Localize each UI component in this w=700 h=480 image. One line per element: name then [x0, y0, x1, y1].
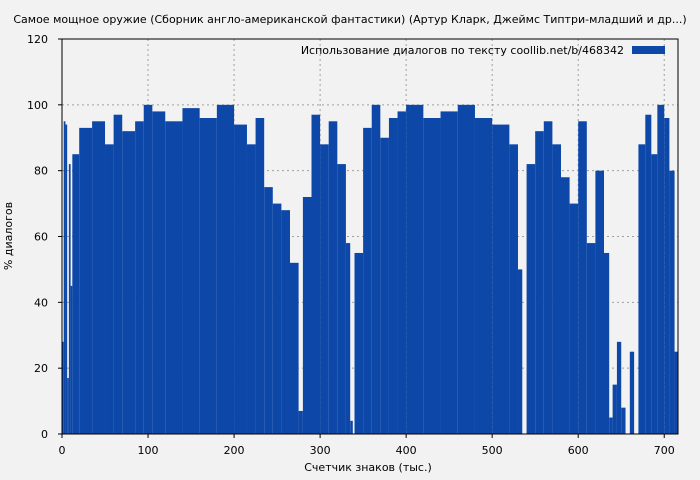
y-tick-label: 120	[27, 33, 48, 46]
data-bar	[328, 121, 338, 435]
x-tick-label: 200	[224, 444, 245, 457]
axis-ticks: 0 20 40 60 80 100 120 0 100 200 300 400 500 600 700	[27, 33, 675, 457]
y-tick-label: 20	[34, 362, 48, 375]
data-bar	[255, 118, 265, 434]
data-bar	[423, 118, 441, 434]
x-tick-label: 0	[59, 444, 66, 457]
y-tick-label: 0	[41, 428, 48, 441]
legend-label: Использование диалогов по тексту coollib…	[301, 44, 624, 57]
data-bar	[560, 177, 570, 434]
data-bar	[63, 121, 66, 435]
data-bar	[474, 118, 493, 434]
data-bar	[457, 104, 475, 434]
data-bar	[216, 104, 235, 434]
y-axis-label: % диалогов	[2, 202, 15, 270]
data-bar	[65, 124, 68, 434]
data-bar	[70, 285, 73, 434]
legend-swatch	[632, 46, 665, 54]
data-bar	[152, 111, 166, 435]
data-bar	[105, 144, 114, 435]
data-bar	[122, 131, 136, 434]
data-bar	[337, 164, 346, 435]
data-bar	[651, 154, 658, 435]
data-bar	[345, 243, 351, 434]
data-bar	[350, 420, 353, 434]
chart-title: Самое мощное оружие (Сборник англо-амери…	[13, 13, 686, 26]
data-bar	[535, 131, 544, 434]
data-bar	[67, 378, 69, 434]
x-axis-label: Счетчик знаков (тыс.)	[304, 461, 432, 474]
data-bar	[182, 108, 200, 434]
data-bar	[629, 351, 635, 434]
data-bar	[363, 127, 372, 434]
data-bar	[674, 351, 678, 434]
x-tick-label: 600	[568, 444, 589, 457]
data-bar	[552, 144, 561, 435]
data-bar	[388, 118, 398, 434]
data-bar	[669, 170, 675, 434]
data-bar	[664, 118, 670, 434]
data-bar	[143, 104, 153, 434]
data-bar	[62, 341, 64, 434]
data-bar	[440, 111, 458, 435]
y-tick-label: 80	[34, 165, 48, 178]
data-bar	[281, 210, 290, 434]
data-bar	[79, 127, 93, 434]
data-bar	[92, 121, 106, 435]
data-bar	[311, 114, 321, 434]
data-bar	[289, 262, 299, 434]
data-bar	[199, 118, 217, 434]
x-tick-label: 100	[138, 444, 159, 457]
data-bar	[272, 203, 282, 434]
data-bar	[526, 164, 536, 435]
data-bar	[657, 104, 665, 434]
data-bar	[638, 144, 646, 435]
data-bar	[586, 243, 596, 434]
data-bar	[492, 124, 510, 434]
data-bar	[543, 121, 553, 435]
data-bar	[569, 203, 579, 434]
x-tick-label: 400	[396, 444, 417, 457]
data-bar	[113, 114, 123, 434]
y-tick-label: 60	[34, 231, 48, 244]
data-bar	[604, 252, 610, 434]
data-bar	[298, 410, 303, 434]
data-bar	[578, 121, 587, 435]
data-bar	[302, 197, 312, 434]
data-bar	[354, 252, 364, 434]
bars	[62, 104, 678, 435]
data-bar	[612, 384, 617, 434]
x-tick-label: 500	[482, 444, 503, 457]
data-bar	[320, 144, 329, 435]
data-bar	[406, 104, 424, 434]
data-bar	[509, 144, 518, 435]
data-bar	[397, 111, 407, 435]
data-bar	[68, 164, 71, 435]
data-bar	[595, 170, 605, 434]
data-bar	[72, 154, 80, 435]
data-bar	[371, 104, 381, 434]
data-bar	[135, 121, 144, 435]
x-tick-label: 700	[654, 444, 675, 457]
data-bar	[517, 269, 523, 434]
x-tick-label: 300	[310, 444, 331, 457]
data-bar	[380, 137, 389, 434]
legend: Использование диалогов по тексту coollib…	[301, 44, 665, 57]
data-bar	[246, 144, 256, 435]
y-tick-label: 100	[27, 99, 48, 112]
data-bar	[234, 124, 247, 434]
y-tick-label: 40	[34, 296, 48, 309]
data-bar	[621, 407, 626, 434]
data-bar	[264, 187, 273, 434]
data-bar	[165, 121, 183, 435]
data-bar	[645, 114, 652, 434]
data-bar	[616, 341, 622, 434]
data-bar	[609, 417, 613, 434]
